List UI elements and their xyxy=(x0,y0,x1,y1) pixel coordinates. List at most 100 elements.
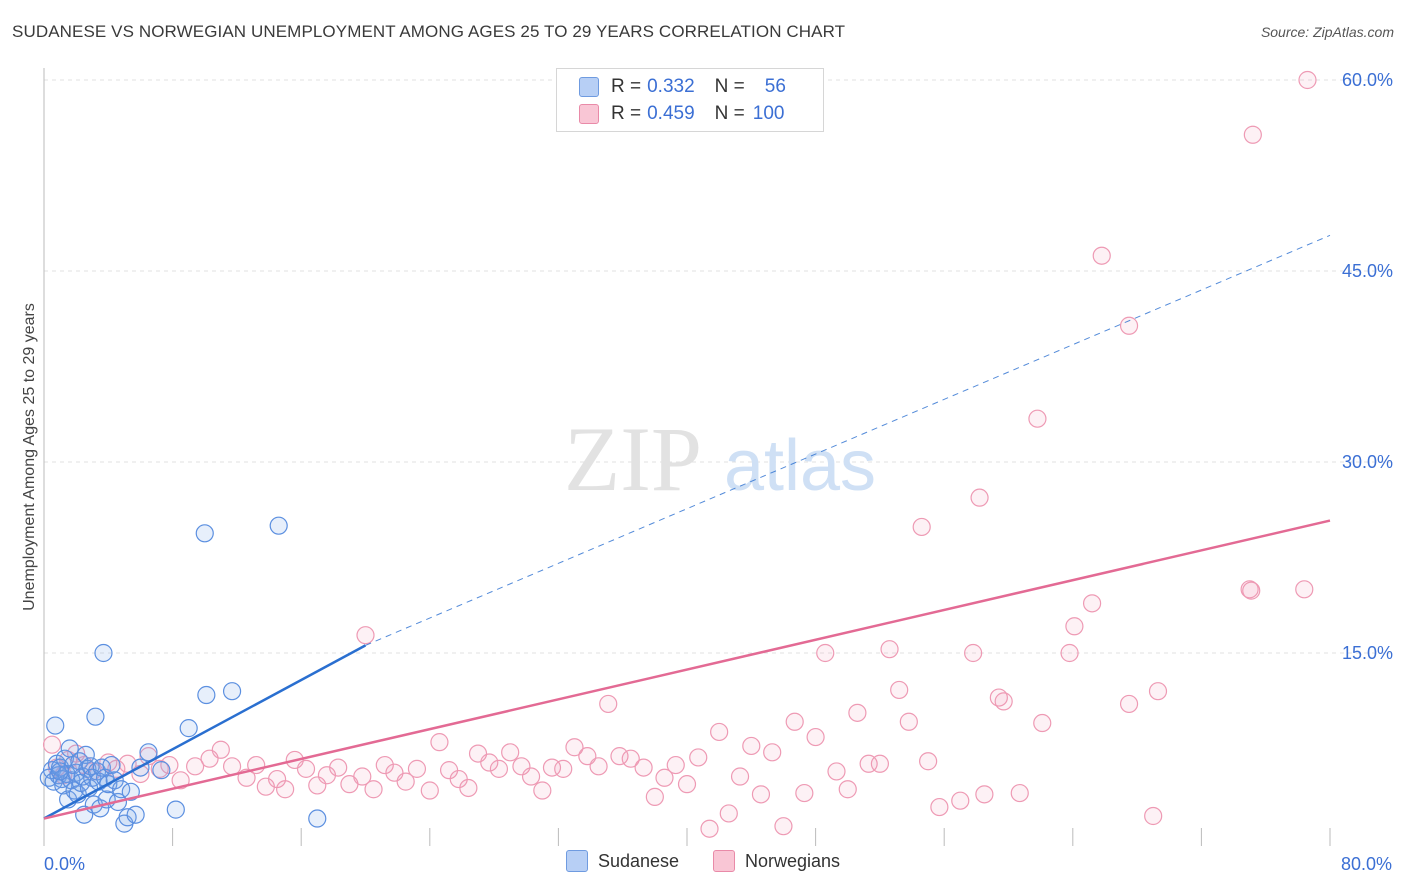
norwegians-r-value: 0.459 xyxy=(647,103,695,124)
norwegians-point xyxy=(970,488,989,507)
norwegians-point xyxy=(774,817,793,836)
x-tick-label-max: 80.0% xyxy=(1341,854,1392,874)
sudanese-point xyxy=(152,761,171,780)
norwegians-point xyxy=(919,752,938,771)
norwegians-point xyxy=(610,747,629,766)
norwegians-point xyxy=(634,758,653,777)
norwegians-n-value: 100 xyxy=(752,103,785,124)
norwegians-point xyxy=(211,740,230,759)
norwegians-point xyxy=(751,785,771,804)
norwegians-point xyxy=(700,819,719,838)
norwegians-point xyxy=(848,703,867,722)
legend-item-norwegians[interactable]: Norwegians xyxy=(713,850,840,872)
series-legend: Sudanese Norwegians xyxy=(0,850,1406,872)
sudanese-point xyxy=(46,716,65,735)
norwegians-point xyxy=(396,772,415,791)
sudanese-legend-label: Sudanese xyxy=(597,850,680,871)
sudanese-swatch xyxy=(579,77,599,97)
norwegians-point xyxy=(42,735,62,754)
sudanese-point xyxy=(197,685,216,705)
sudanese-point xyxy=(222,682,242,701)
norwegians-point xyxy=(375,755,394,775)
tick-labels: 15.0% 30.0% 45.0% 60.0% 0.0% 80.0% xyxy=(44,70,1393,874)
norwegians-point xyxy=(795,783,814,803)
norwegians-point xyxy=(480,753,499,772)
norwegians-swatch xyxy=(579,104,599,124)
norwegians-point xyxy=(730,767,750,786)
y-tick-label-1: 30.0% xyxy=(1342,452,1393,472)
norwegians-point xyxy=(912,517,931,537)
sudanese-points xyxy=(39,516,327,833)
norwegians-point xyxy=(521,767,541,786)
legend-row-norwegians: R = 0.459 N = 100 xyxy=(579,101,784,127)
norwegians-point xyxy=(1119,694,1139,714)
norwegians-point xyxy=(621,749,640,768)
norwegians-point xyxy=(880,640,899,659)
sudanese-legend-swatch xyxy=(565,850,588,872)
norwegians-point xyxy=(1144,806,1163,826)
norwegians-point xyxy=(677,775,697,794)
sudanese-point xyxy=(121,782,140,801)
r-label: R = xyxy=(611,76,642,97)
norwegians-point xyxy=(742,736,761,756)
norwegians-point xyxy=(459,778,478,798)
norwegians-point xyxy=(430,733,449,752)
r-label: R = xyxy=(611,103,642,124)
watermark-atlas: atlas xyxy=(724,426,876,506)
norwegians-point xyxy=(689,748,708,767)
sudanese-point xyxy=(86,707,105,726)
axes xyxy=(43,68,1331,846)
sudanese-point xyxy=(126,805,145,824)
legend-row-sudanese: R = 0.332 N = 56 xyxy=(579,74,786,100)
legend-item-sudanese[interactable]: Sudanese xyxy=(565,850,680,872)
norwegians-point xyxy=(1082,594,1102,613)
norwegians-point xyxy=(785,712,804,731)
norwegians-point xyxy=(930,797,949,817)
sudanese-n-value: 56 xyxy=(764,76,786,97)
sudanese-point xyxy=(166,800,185,819)
norwegians-point xyxy=(1298,70,1317,90)
norwegians-point xyxy=(1033,713,1052,733)
chart-title: SUDANESE VS NORWEGIAN UNEMPLOYMENT AMONG… xyxy=(12,22,846,41)
norwegians-point xyxy=(171,771,190,790)
norwegians-point xyxy=(353,767,372,786)
norwegians-point xyxy=(1092,246,1111,265)
norwegians-point xyxy=(763,743,782,762)
norwegians-point xyxy=(816,643,835,663)
x-tick-label-min: 0.0% xyxy=(44,854,85,874)
norwegians-point xyxy=(1148,682,1168,701)
norwegians-point xyxy=(364,780,383,799)
watermark: ZIP atlas xyxy=(564,408,876,510)
norwegians-point xyxy=(1240,580,1259,599)
y-tick-label-0: 15.0% xyxy=(1342,643,1393,663)
y-tick-label-2: 45.0% xyxy=(1342,261,1393,281)
grid-lines xyxy=(44,79,1392,654)
trend-lines xyxy=(43,234,1331,820)
norwegians-point xyxy=(578,747,597,766)
norwegians-point xyxy=(501,743,520,762)
watermark-zip: ZIP xyxy=(564,408,702,510)
norwegians-point xyxy=(870,754,890,773)
correlation-legend: R = 0.332 N = 56 R = 0.459 N = 100 xyxy=(556,68,824,132)
source-label: Source: ZipAtlas.com xyxy=(1260,24,1394,40)
norwegians-point xyxy=(554,759,573,778)
norwegians-point xyxy=(222,757,242,776)
norwegians-point xyxy=(1243,125,1262,144)
norwegians-point xyxy=(710,722,729,742)
sudanese-point xyxy=(179,719,198,738)
norwegians-point xyxy=(719,804,738,823)
norwegians-point xyxy=(666,755,685,775)
norwegians-point xyxy=(645,787,664,806)
norwegians-point xyxy=(489,759,509,778)
norwegians-point xyxy=(890,680,909,700)
norwegians-legend-swatch xyxy=(713,850,736,872)
norwegians-point xyxy=(806,727,825,747)
sudanese-point xyxy=(139,743,158,762)
norwegians-point xyxy=(827,762,846,781)
norwegians-point xyxy=(296,759,316,778)
norwegians-point xyxy=(1060,643,1079,663)
norwegians-point xyxy=(1295,580,1314,599)
sudanese-point xyxy=(195,524,214,543)
y-tick-label-3: 60.0% xyxy=(1342,70,1393,90)
